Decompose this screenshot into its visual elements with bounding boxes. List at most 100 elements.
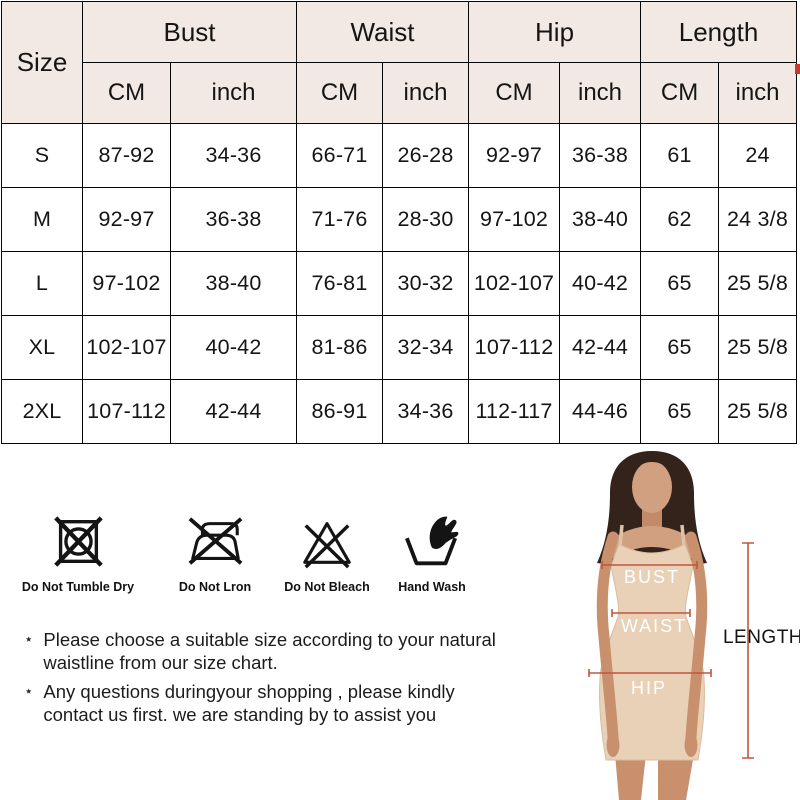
waist-group-header: Waist bbox=[295, 1, 470, 63]
measurement-lines bbox=[588, 542, 754, 759]
care-label: Do Not Bleach bbox=[284, 580, 370, 594]
care-label: Do Not Lron bbox=[178, 580, 252, 594]
note-line: Any questions duringyour shopping , plea… bbox=[43, 681, 455, 702]
size-cell: S bbox=[1, 123, 83, 188]
star-bullet-icon: ⋆ bbox=[24, 631, 34, 648]
table-cell: 28-30 bbox=[381, 187, 470, 252]
table-cell: 86-91 bbox=[296, 379, 383, 444]
table-cell: 24 3/8 bbox=[718, 187, 797, 252]
neck bbox=[642, 507, 662, 531]
size-chart-table: Size Bust Waist Hip Length CM inch CM in… bbox=[1, 1, 797, 444]
table-cell: 44-46 bbox=[559, 379, 642, 444]
hip-cm-header: CM bbox=[468, 62, 561, 124]
table-cell: 71-76 bbox=[296, 187, 383, 252]
size-cell: XL bbox=[1, 315, 83, 380]
table-cell: 26-28 bbox=[381, 123, 470, 188]
star-bullet-icon: ⋆ bbox=[24, 683, 34, 700]
slip-dress bbox=[599, 543, 705, 761]
table-cell: 92-97 bbox=[82, 187, 171, 252]
table-cell: 36-38 bbox=[170, 187, 297, 252]
length-cm-header: CM bbox=[640, 62, 720, 124]
bust-label: BUST bbox=[624, 567, 680, 587]
hip-label: HIP bbox=[631, 678, 667, 698]
red-edge-mark bbox=[795, 64, 800, 74]
table-cell: 25 5/8 bbox=[718, 251, 797, 316]
do-not-bleach-icon bbox=[303, 522, 351, 569]
model-measurement-diagram: BUST WAIST HIP LENGTH bbox=[588, 451, 800, 800]
care-item-do-not-iron: Do Not Lron bbox=[160, 513, 270, 594]
table-row-s: S 87-92 34-36 66-71 26-28 92-97 36-38 61… bbox=[1, 123, 797, 188]
size-cell: 2XL bbox=[1, 379, 83, 444]
table-cell: 38-40 bbox=[559, 187, 642, 252]
table-cell: 40-42 bbox=[559, 251, 642, 316]
table-cell: 87-92 bbox=[82, 123, 171, 188]
hip-group-header: Hip bbox=[468, 1, 642, 63]
table-cell: 97-102 bbox=[82, 251, 171, 316]
table-cell: 34-36 bbox=[381, 379, 470, 444]
waist-line bbox=[611, 609, 691, 617]
table-cell: 42-44 bbox=[559, 315, 642, 380]
bust-line bbox=[601, 561, 698, 569]
table-cell: 62 bbox=[640, 187, 720, 252]
right-hand bbox=[684, 733, 698, 757]
table-cell: 92-97 bbox=[468, 123, 561, 188]
table-row-m: M 92-97 36-38 71-76 28-30 97-102 38-40 6… bbox=[1, 187, 797, 252]
care-item-do-not-bleach: Do Not Bleach bbox=[272, 513, 382, 594]
size-cell: L bbox=[1, 251, 83, 316]
table-row-l: L 97-102 38-40 76-81 30-32 102-107 40-42… bbox=[1, 251, 797, 316]
table-row-2xl: 2XL 107-112 42-44 86-91 34-36 112-117 44… bbox=[1, 379, 797, 444]
length-label: LENGTH bbox=[723, 627, 800, 648]
waist-inch-header: inch bbox=[381, 62, 470, 124]
table-cell: 65 bbox=[640, 251, 720, 316]
table-cell: 40-42 bbox=[170, 315, 297, 380]
table-cell: 112-117 bbox=[468, 379, 561, 444]
do-not-tumble-dry-icon bbox=[54, 516, 103, 567]
care-item-hand-wash: Hand Wash bbox=[382, 513, 482, 594]
table-cell: 65 bbox=[640, 379, 720, 444]
hair-fringe bbox=[630, 455, 674, 483]
table-cell: 102-107 bbox=[468, 251, 561, 316]
notes: ⋆ Please choose a suitable size accordin… bbox=[24, 628, 534, 732]
table-cell: 42-44 bbox=[170, 379, 297, 444]
do-not-iron-icon bbox=[188, 517, 243, 565]
chest bbox=[608, 526, 696, 561]
waist-label: WAIST bbox=[621, 616, 687, 636]
length-line bbox=[742, 542, 754, 759]
right-arm bbox=[685, 531, 708, 743]
table-cell: 24 bbox=[718, 123, 797, 188]
care-label: Hand Wash bbox=[398, 580, 466, 594]
care-item-do-not-tumble-dry: Do Not Tumble Dry bbox=[18, 513, 138, 594]
table-cell: 107-112 bbox=[82, 379, 171, 444]
care-label: Do Not Tumble Dry bbox=[21, 580, 135, 594]
size-cell: M bbox=[1, 187, 83, 252]
bust-inch-header: inch bbox=[170, 62, 297, 124]
table-cell: 65 bbox=[640, 315, 720, 380]
dress-straps bbox=[618, 524, 686, 547]
left-hand bbox=[606, 733, 620, 757]
hip-line bbox=[588, 669, 712, 677]
length-group-header: Length bbox=[640, 1, 797, 63]
table-row-xl: XL 102-107 40-42 81-86 32-34 107-112 42-… bbox=[1, 315, 797, 380]
note-item: ⋆ Please choose a suitable size accordin… bbox=[24, 628, 534, 674]
note-text: Any questions duringyour shopping , plea… bbox=[43, 680, 454, 726]
table-cell: 97-102 bbox=[468, 187, 561, 252]
note-line: contact us first. we are standing by to … bbox=[43, 704, 437, 725]
table-cell: 107-112 bbox=[468, 315, 561, 380]
hand-wash-icon bbox=[405, 516, 459, 566]
table-cell: 30-32 bbox=[381, 251, 470, 316]
bust-group-header: Bust bbox=[82, 1, 297, 63]
note-line: waistline from our size chart. bbox=[43, 652, 278, 673]
table-cell: 102-107 bbox=[82, 315, 171, 380]
table-cell: 61 bbox=[640, 123, 720, 188]
table-cell: 25 5/8 bbox=[718, 315, 797, 380]
size-column-header: Size bbox=[1, 1, 83, 124]
table-cell: 76-81 bbox=[296, 251, 383, 316]
table-cell: 34-36 bbox=[170, 123, 297, 188]
note-text: Please choose a suitable size according … bbox=[43, 628, 496, 674]
table-cell: 66-71 bbox=[296, 123, 383, 188]
table-cell: 38-40 bbox=[170, 251, 297, 316]
bust-cm-header: CM bbox=[82, 62, 171, 124]
table-cell: 36-38 bbox=[559, 123, 642, 188]
face bbox=[632, 461, 672, 513]
